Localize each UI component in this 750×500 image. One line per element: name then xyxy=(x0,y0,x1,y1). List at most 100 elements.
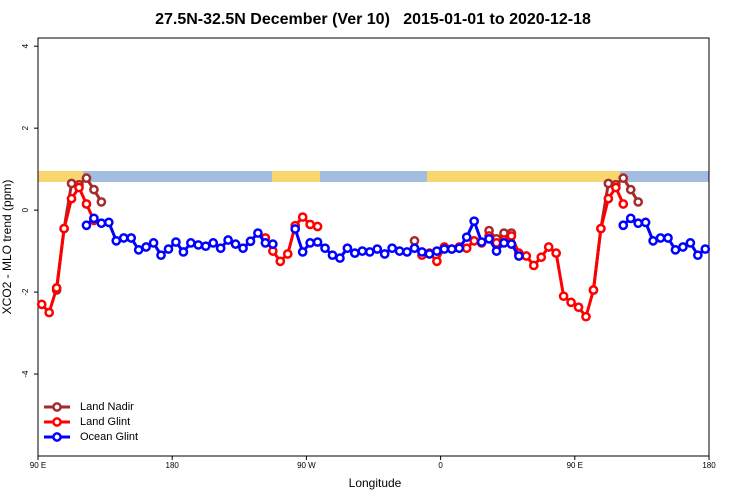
ocean-strip xyxy=(38,171,709,182)
data-point xyxy=(618,173,629,184)
data-point xyxy=(51,283,62,293)
data-point xyxy=(685,238,696,248)
data-point xyxy=(178,247,189,257)
land-ocean-strip xyxy=(38,171,709,182)
data-point xyxy=(59,223,69,234)
data-point xyxy=(372,244,383,254)
data-point xyxy=(118,233,129,243)
data-point xyxy=(290,224,301,234)
data-point xyxy=(66,178,77,189)
y-tick-label: -2 xyxy=(21,288,30,296)
data-point xyxy=(424,249,435,259)
data-point xyxy=(185,238,196,248)
data-point xyxy=(670,245,681,255)
data-point xyxy=(596,223,606,234)
data-point xyxy=(81,220,92,231)
x-tick-label: 180 xyxy=(166,461,180,470)
data-point xyxy=(432,256,442,267)
data-point xyxy=(640,217,651,228)
data-point xyxy=(625,213,636,224)
data-point xyxy=(402,247,412,257)
data-point xyxy=(432,246,442,256)
data-point xyxy=(297,212,308,222)
data-point xyxy=(350,248,360,258)
data-point xyxy=(618,199,629,209)
data-point xyxy=(297,247,308,257)
data-point xyxy=(103,217,114,228)
data-point xyxy=(44,307,55,318)
data-point xyxy=(81,199,92,209)
data-point xyxy=(66,193,77,204)
y-tick-label: 2 xyxy=(21,125,30,130)
data-point xyxy=(678,242,688,252)
land-strip xyxy=(272,171,320,182)
chart-title: 27.5N-32.5N December (Ver 10) 2015-01-01… xyxy=(155,11,591,28)
data-point xyxy=(446,244,457,254)
data-point xyxy=(379,249,390,259)
legend-marker xyxy=(52,417,62,427)
data-point xyxy=(230,239,241,249)
data-point xyxy=(387,243,397,254)
series xyxy=(81,213,711,263)
data-point xyxy=(409,243,420,254)
data-point xyxy=(253,228,263,238)
legend: Land Nadir Land Glint Ocean Glint xyxy=(44,401,138,443)
data-point xyxy=(528,260,539,271)
data-point xyxy=(506,239,517,249)
data-point xyxy=(439,244,450,254)
x-axis-label: Longitude xyxy=(349,476,402,490)
data-point xyxy=(208,238,219,248)
data-point xyxy=(610,182,621,193)
series-line xyxy=(55,175,640,291)
data-point xyxy=(454,243,465,254)
data-point xyxy=(96,218,107,229)
legend-label: Land Nadir xyxy=(80,401,134,413)
legend-label: Ocean Glint xyxy=(80,431,138,443)
data-point xyxy=(692,250,703,261)
data-point xyxy=(36,299,47,310)
data-point xyxy=(625,184,636,195)
data-point xyxy=(558,291,569,302)
data-point xyxy=(74,182,84,193)
data-point xyxy=(282,249,293,259)
data-point xyxy=(215,243,226,254)
data-point xyxy=(491,246,502,256)
data-point xyxy=(409,236,420,246)
data-point xyxy=(156,250,166,261)
data-point xyxy=(618,220,629,231)
series xyxy=(51,173,644,295)
data-point xyxy=(536,252,547,263)
data-point xyxy=(223,235,233,245)
data-point xyxy=(603,178,614,189)
data-point xyxy=(342,243,353,254)
data-point xyxy=(89,213,99,224)
data-point xyxy=(663,233,673,243)
data-point xyxy=(171,237,181,247)
data-point xyxy=(133,245,144,255)
data-point xyxy=(543,242,554,252)
data-point xyxy=(603,193,614,204)
data-point xyxy=(305,238,315,248)
data-point xyxy=(96,197,107,207)
data-point xyxy=(655,233,666,243)
data-point xyxy=(521,251,532,261)
data-point xyxy=(566,297,576,308)
legend-marker xyxy=(52,432,62,442)
x-tick-label: 180 xyxy=(702,461,716,470)
data-point xyxy=(581,311,591,322)
data-point xyxy=(320,243,330,254)
data-point xyxy=(275,256,286,267)
data-point xyxy=(357,246,368,256)
data-point xyxy=(305,219,315,230)
data-point xyxy=(469,236,479,246)
land-strip xyxy=(38,171,83,182)
data-point xyxy=(200,241,211,252)
data-point xyxy=(193,240,204,250)
data-point xyxy=(141,242,151,252)
legend-marker xyxy=(52,402,62,412)
data-point xyxy=(364,247,375,257)
data-point xyxy=(633,218,644,229)
data-point xyxy=(111,236,122,246)
land-strip xyxy=(427,171,620,182)
data-point xyxy=(238,243,248,254)
